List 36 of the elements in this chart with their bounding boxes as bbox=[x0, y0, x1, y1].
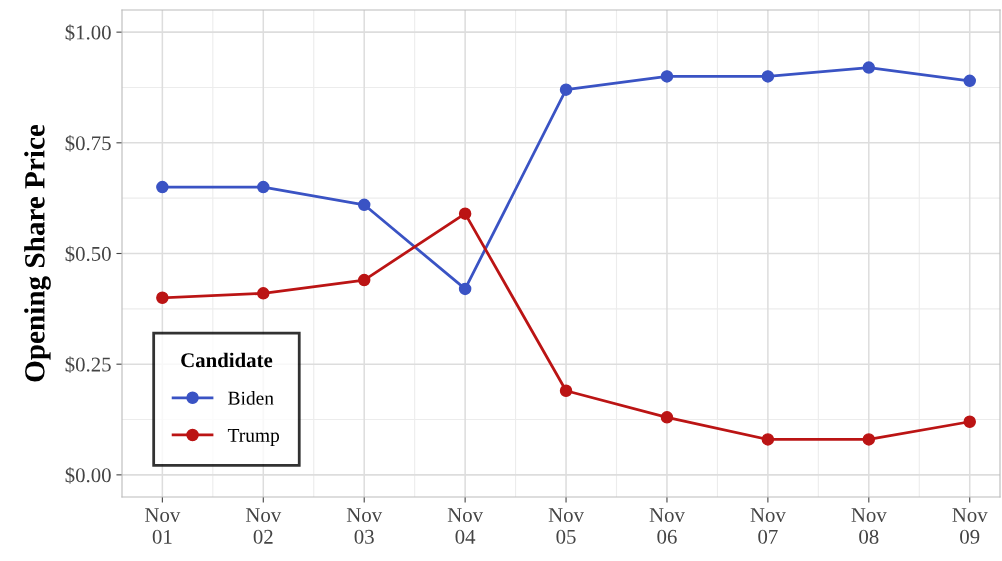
y-tick-label: $0.00 bbox=[65, 467, 111, 484]
point bbox=[458, 207, 472, 220]
point bbox=[660, 70, 674, 83]
y-tick-label: $1.00 bbox=[65, 24, 111, 41]
point bbox=[257, 287, 270, 300]
x-tick-label: Nov 02 bbox=[245, 508, 282, 544]
point bbox=[660, 411, 674, 424]
point bbox=[862, 433, 876, 446]
point bbox=[357, 198, 371, 212]
x-tick-label: Nov 08 bbox=[851, 508, 887, 544]
point bbox=[156, 180, 169, 194]
x-tick-label: Nov 04 bbox=[447, 508, 484, 544]
x-tick-label: Nov 09 bbox=[952, 508, 988, 544]
legend-title: Candidate bbox=[181, 352, 273, 368]
legend-label: Biden bbox=[228, 391, 274, 405]
point bbox=[156, 291, 169, 305]
point bbox=[257, 180, 270, 194]
point bbox=[357, 273, 371, 287]
point bbox=[458, 282, 472, 296]
y-axis-title: Opening Share Price bbox=[24, 124, 51, 382]
x-tick-label: Nov 07 bbox=[750, 508, 786, 544]
point bbox=[963, 415, 976, 428]
x-tick-label: Nov 01 bbox=[145, 508, 181, 544]
y-tick-label: $0.25 bbox=[65, 356, 111, 373]
x-tick-label: Nov 05 bbox=[548, 508, 584, 544]
point bbox=[963, 74, 976, 88]
point bbox=[559, 384, 573, 397]
point bbox=[559, 83, 573, 96]
legend-label: Trump bbox=[227, 429, 280, 446]
y-tick-label: $0.50 bbox=[65, 245, 111, 263]
y-tick-label: $0.75 bbox=[65, 134, 111, 152]
x-tick-label: Nov 06 bbox=[649, 508, 685, 544]
point bbox=[862, 61, 876, 74]
point bbox=[761, 70, 775, 83]
point bbox=[761, 433, 775, 446]
x-tick-label: Nov 03 bbox=[346, 508, 383, 544]
